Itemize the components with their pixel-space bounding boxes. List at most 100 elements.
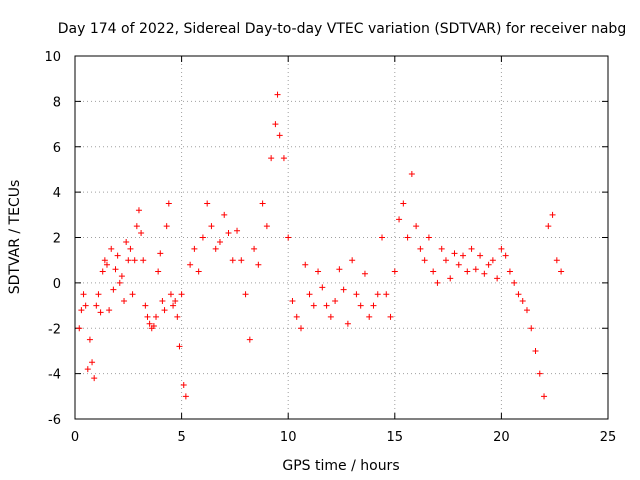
data-point	[485, 261, 492, 268]
data-point	[451, 250, 458, 257]
data-point	[442, 257, 449, 264]
data-point	[146, 320, 153, 327]
data-point	[357, 302, 364, 309]
data-point	[216, 239, 223, 246]
data-point	[472, 266, 479, 273]
data-point	[404, 234, 411, 241]
data-point	[208, 223, 215, 230]
data-point	[489, 257, 496, 264]
data-point	[163, 223, 170, 230]
data-point	[498, 245, 505, 252]
data-point	[99, 268, 106, 275]
data-point	[138, 229, 145, 236]
data-point	[76, 325, 83, 332]
y-tick-label: 10	[44, 50, 61, 65]
data-point	[225, 229, 232, 236]
data-point	[272, 121, 279, 128]
data-point	[391, 268, 398, 275]
y-tick-label: 6	[53, 141, 61, 156]
data-point	[106, 307, 113, 314]
data-point	[319, 284, 326, 291]
data-point	[174, 313, 181, 320]
data-point	[366, 313, 373, 320]
data-point	[549, 211, 556, 218]
data-point	[374, 291, 381, 298]
data-point	[327, 313, 334, 320]
data-point	[545, 223, 552, 230]
data-point	[349, 257, 356, 264]
data-point	[434, 279, 441, 286]
data-point	[195, 268, 202, 275]
data-point	[112, 266, 119, 273]
data-point	[89, 359, 96, 366]
data-point	[523, 307, 530, 314]
data-point	[494, 275, 501, 282]
data-point	[212, 245, 219, 252]
data-point	[129, 291, 136, 298]
data-point	[91, 375, 98, 382]
data-point	[379, 234, 386, 241]
data-point	[263, 223, 270, 230]
data-point	[558, 268, 565, 275]
data-point	[82, 302, 89, 309]
data-point	[400, 200, 407, 207]
data-point	[302, 261, 309, 268]
data-point	[229, 257, 236, 264]
data-point	[103, 261, 110, 268]
data-point	[165, 200, 172, 207]
grid-lines	[75, 56, 608, 419]
data-point	[297, 325, 304, 332]
data-point	[84, 366, 91, 373]
y-tick-label: 8	[53, 95, 61, 110]
data-point	[238, 257, 245, 264]
data-point	[438, 245, 445, 252]
data-point	[176, 343, 183, 350]
data-point	[464, 268, 471, 275]
data-point	[455, 261, 462, 268]
data-point	[506, 268, 513, 275]
data-point	[172, 298, 179, 305]
data-point	[481, 270, 488, 277]
x-tick-label: 20	[493, 430, 510, 445]
data-point	[553, 257, 560, 264]
data-point	[108, 245, 115, 252]
data-points	[76, 91, 565, 400]
data-point	[135, 207, 142, 214]
data-point	[310, 302, 317, 309]
data-point	[155, 268, 162, 275]
data-point	[159, 298, 166, 305]
data-point	[536, 370, 543, 377]
data-point	[140, 257, 147, 264]
data-point	[234, 227, 241, 234]
data-point	[199, 234, 206, 241]
data-point	[125, 257, 132, 264]
data-point	[502, 252, 509, 259]
data-point	[191, 245, 198, 252]
data-point	[477, 252, 484, 259]
x-tick-label: 25	[600, 430, 617, 445]
data-point	[153, 313, 160, 320]
data-point	[246, 336, 253, 343]
data-point	[528, 325, 535, 332]
axis-ticks: 0 5 10 15 20 25 -6 -4 -2 0 2 4 6 8 10	[44, 50, 616, 445]
data-point	[468, 245, 475, 252]
data-point	[323, 302, 330, 309]
y-tick-label: -2	[48, 322, 61, 337]
data-point	[86, 336, 93, 343]
data-point	[178, 291, 185, 298]
data-point	[114, 252, 121, 259]
data-point	[170, 302, 177, 309]
data-point	[519, 298, 526, 305]
data-point	[417, 245, 424, 252]
data-point	[259, 200, 266, 207]
data-point	[204, 200, 211, 207]
data-point	[144, 313, 151, 320]
data-point	[425, 234, 432, 241]
data-point	[460, 252, 467, 259]
data-point	[285, 234, 292, 241]
data-point	[255, 261, 262, 268]
data-point	[182, 393, 189, 400]
data-point	[413, 223, 420, 230]
